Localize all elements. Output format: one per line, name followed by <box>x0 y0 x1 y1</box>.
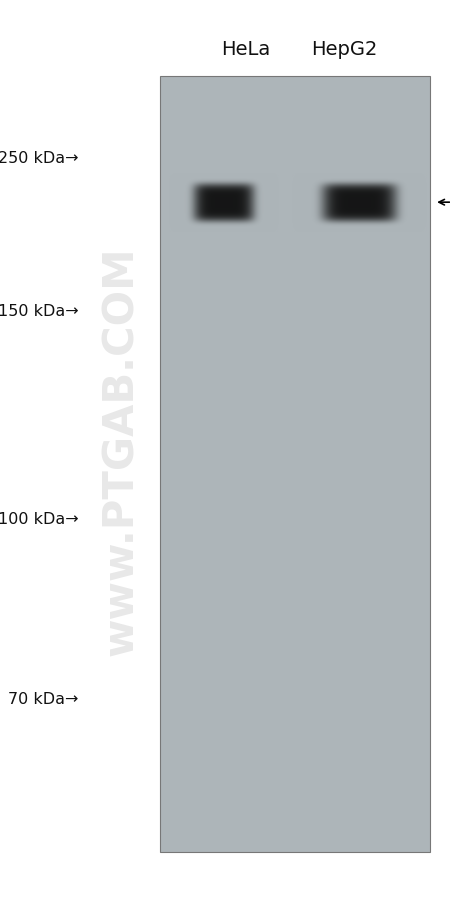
Text: 150 kDa→: 150 kDa→ <box>0 304 79 318</box>
Text: www.PTGAB.COM: www.PTGAB.COM <box>100 246 143 656</box>
Text: 250 kDa→: 250 kDa→ <box>0 151 79 165</box>
Bar <box>160 77 430 852</box>
Text: HepG2: HepG2 <box>311 40 378 60</box>
Text: HeLa: HeLa <box>220 40 270 60</box>
Text: 70 kDa→: 70 kDa→ <box>9 692 79 706</box>
Text: 100 kDa→: 100 kDa→ <box>0 511 79 526</box>
